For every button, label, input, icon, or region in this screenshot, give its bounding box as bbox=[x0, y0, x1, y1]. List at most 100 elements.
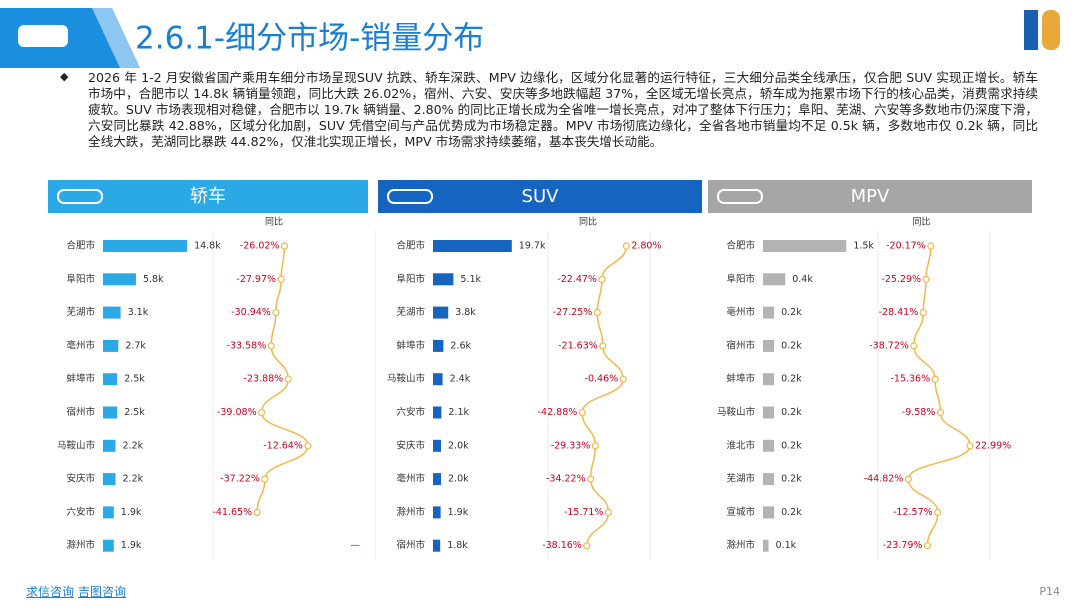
summary: 2026 年 1-2 月安徽省国产乘用车细分市场呈现SUV 抗跌、轿车深跌、MP… bbox=[88, 70, 1038, 149]
point-label: 2.80% bbox=[631, 241, 661, 252]
value-label: 2.5k bbox=[124, 407, 145, 418]
bar bbox=[433, 339, 444, 352]
point-label: -15.36% bbox=[890, 374, 930, 385]
value-label: 5.8k bbox=[143, 274, 164, 285]
series-name: 同比 bbox=[265, 216, 283, 228]
value-label: 2.0k bbox=[448, 474, 469, 485]
logo bbox=[1024, 10, 1038, 50]
bar bbox=[433, 373, 443, 386]
bar bbox=[103, 539, 114, 552]
car-icon bbox=[387, 189, 433, 204]
point-label: -21.63% bbox=[558, 340, 598, 351]
point-label: -38.72% bbox=[869, 340, 909, 351]
page-number: P14 bbox=[1039, 585, 1060, 598]
point bbox=[966, 442, 974, 450]
title-band-stripe bbox=[92, 8, 140, 68]
point-label: -23.79% bbox=[883, 540, 923, 551]
category-label: 合肥市 bbox=[396, 240, 425, 252]
point-label: -30.94% bbox=[231, 307, 271, 318]
category-label: 芜湖市 bbox=[66, 306, 95, 318]
bar bbox=[763, 273, 786, 286]
point bbox=[304, 442, 312, 450]
bar bbox=[103, 339, 119, 352]
bar bbox=[433, 273, 454, 286]
footer-link[interactable]: 求信咨询 bbox=[26, 585, 75, 599]
point bbox=[904, 475, 912, 483]
point bbox=[927, 242, 935, 250]
point bbox=[587, 475, 595, 483]
point-label: -39.08% bbox=[217, 407, 257, 418]
point bbox=[578, 408, 586, 417]
value-label: 1.5k bbox=[853, 241, 874, 252]
value-label: 2.0k bbox=[448, 440, 469, 451]
category-label: 蚌埠市 bbox=[66, 373, 95, 385]
value-label: 2.7k bbox=[125, 340, 146, 351]
value-label: 5.1k bbox=[460, 274, 481, 285]
point-label: -44.82% bbox=[864, 474, 904, 485]
point bbox=[593, 309, 601, 317]
category-label: 亳州市 bbox=[396, 473, 425, 485]
category-label: 马鞍山市 bbox=[57, 439, 96, 451]
category-label: 亳州市 bbox=[66, 339, 95, 351]
category-label: 亳州市 bbox=[726, 306, 755, 318]
category-label: 马鞍山市 bbox=[717, 406, 756, 418]
value-label: 2.4k bbox=[450, 374, 471, 385]
bar bbox=[103, 273, 136, 286]
value-label: 0.2k bbox=[781, 374, 802, 385]
category-label: 合肥市 bbox=[66, 240, 95, 252]
point bbox=[936, 408, 944, 417]
point-label: -27.97% bbox=[236, 274, 276, 285]
category-label: 滁州市 bbox=[726, 539, 755, 551]
panel-title: SUV bbox=[522, 186, 560, 207]
point-label: -28.41% bbox=[879, 307, 919, 318]
page-title: 2.6.1-细分市场-销量分布 bbox=[135, 21, 484, 57]
value-label: 2.5k bbox=[124, 374, 145, 385]
bar bbox=[763, 339, 775, 352]
category-label: 蚌埠市 bbox=[396, 339, 425, 351]
point bbox=[931, 375, 939, 383]
point bbox=[598, 275, 606, 283]
point bbox=[622, 242, 630, 250]
line bbox=[581, 245, 628, 546]
point-label: 22.99% bbox=[975, 440, 1011, 451]
point-label: -26.02% bbox=[240, 241, 280, 252]
point bbox=[277, 275, 285, 283]
point-label: -25.29% bbox=[881, 274, 921, 285]
point-label: -9.58% bbox=[902, 407, 936, 418]
point-label: -22.47% bbox=[557, 274, 597, 285]
point-label: -0.46% bbox=[585, 374, 619, 385]
value-label: 1.9k bbox=[121, 507, 142, 518]
point bbox=[258, 408, 266, 417]
category-label: 六安市 bbox=[396, 406, 425, 418]
line bbox=[907, 245, 971, 546]
series-name: 同比 bbox=[912, 216, 930, 228]
point-label: -12.64% bbox=[263, 440, 303, 451]
point-label: -29.33% bbox=[551, 440, 591, 451]
car-icon bbox=[717, 189, 763, 204]
point bbox=[919, 309, 927, 317]
logo bbox=[1042, 10, 1060, 50]
category-label: 安庆市 bbox=[396, 439, 425, 451]
bar bbox=[763, 539, 769, 552]
category-label: 阜阳市 bbox=[726, 273, 755, 285]
bar bbox=[433, 506, 441, 519]
bar bbox=[763, 240, 847, 252]
category-label: 安庆市 bbox=[66, 473, 95, 485]
footer: 求信咨询 吉图咨询 bbox=[26, 583, 130, 600]
point-label: -41.65% bbox=[212, 507, 252, 518]
value-label: 0.2k bbox=[781, 340, 802, 351]
point bbox=[619, 375, 627, 383]
bar bbox=[103, 373, 118, 386]
panel-title: 轿车 bbox=[190, 186, 226, 207]
point-label: -15.71% bbox=[564, 507, 604, 518]
point-label: -42.88% bbox=[538, 407, 578, 418]
footer-link[interactable]: 吉图咨询 bbox=[78, 585, 127, 599]
value-label: 3.1k bbox=[128, 307, 149, 318]
bar bbox=[763, 306, 775, 319]
point bbox=[599, 342, 607, 350]
point bbox=[910, 342, 918, 350]
value-label: 0.2k bbox=[781, 440, 802, 451]
bar bbox=[433, 306, 449, 319]
